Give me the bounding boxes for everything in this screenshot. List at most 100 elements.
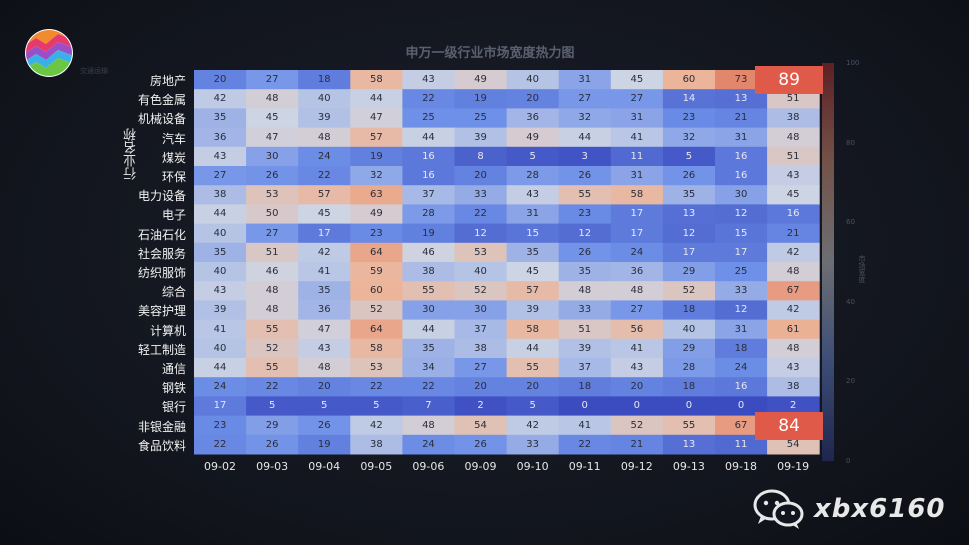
cell-value-label: 16: [734, 170, 748, 181]
cell-value-label: 57: [317, 189, 331, 201]
x-tick-label: 09-03: [256, 460, 289, 473]
cell-value-label: 20: [526, 381, 539, 393]
cell-value-label: 25: [422, 112, 435, 124]
colorbar-tick-label: 80: [846, 138, 855, 147]
cell-value-label: 34: [422, 362, 435, 373]
cell-value-label: 52: [682, 285, 696, 297]
cell-value-label: 53: [369, 362, 383, 373]
cell-value-label: 49: [474, 74, 487, 85]
cell-value-label: 17: [317, 227, 331, 239]
cell-value-label: 22: [369, 381, 383, 393]
cell-value-label: 5: [529, 400, 536, 412]
cell-value-label: 41: [578, 419, 592, 431]
cell-value-label: 52: [265, 342, 279, 354]
cell-value-label: 38: [474, 342, 487, 354]
cell-value-label: 44: [422, 131, 435, 143]
cell-value-label: 19: [474, 93, 487, 105]
cell-value-label: 43: [786, 170, 800, 181]
cell-value-label: 27: [265, 227, 279, 239]
y-tick-label: 汽车: [161, 131, 186, 146]
cell-value-label: 46: [265, 266, 279, 277]
cell-value-label: 0: [685, 400, 693, 412]
y-tick-label: 煤炭: [161, 150, 186, 165]
cell-value-label: 53: [474, 246, 487, 258]
cell-value-label: 55: [578, 189, 592, 201]
cell-value-label: 36: [213, 131, 227, 143]
cell-value-label: 53: [265, 189, 279, 201]
cell-value-label: 12: [578, 227, 592, 239]
cell-value-label: 31: [734, 131, 748, 143]
cell-value-label: 58: [526, 323, 539, 335]
cell-value-label: 41: [630, 131, 644, 143]
cell-value-label: 38: [213, 189, 227, 201]
cell-value-label: 33: [734, 285, 748, 297]
cell-value-label: 48: [265, 93, 279, 105]
cell-value-label: 45: [526, 266, 539, 277]
cell-value-label: 47: [317, 323, 331, 335]
cell-value-label: 17: [213, 400, 227, 412]
cell-value-label: 38: [786, 381, 800, 393]
cell-value-label: 19: [369, 150, 383, 162]
cell-value-label: 5: [321, 400, 328, 412]
y-tick-label: 钢铁: [161, 381, 186, 396]
y-tick-label: 纺织服饰: [137, 266, 186, 280]
cell-value-label: 27: [578, 93, 592, 105]
ghost-label: 交通运输: [80, 67, 108, 75]
cell-value-label: 27: [630, 93, 644, 105]
cell-value-label: 61: [786, 323, 800, 335]
cell-value-label: 35: [317, 285, 331, 297]
cell-value-label: 42: [786, 304, 800, 316]
cell-value-label: 44: [526, 342, 539, 354]
cell-value-label: 12: [682, 227, 696, 239]
cell-value-label: 45: [317, 208, 331, 220]
value-callout-badge: 89: [755, 66, 824, 94]
y-tick-label: 银行: [161, 400, 186, 415]
cell-value-label: 17: [630, 208, 644, 220]
cell-value-label: 38: [422, 266, 435, 277]
cell-value-label: 26: [265, 170, 279, 181]
cell-value-label: 16: [786, 208, 800, 220]
cell-value-label: 25: [734, 266, 748, 277]
cell-value-label: 31: [630, 112, 644, 124]
cell-value-label: 22: [213, 438, 227, 450]
cell-value-label: 51: [786, 93, 800, 105]
cell-value-label: 48: [786, 266, 800, 277]
cell-value-label: 51: [578, 323, 592, 335]
y-tick-label: 电力设备: [137, 189, 186, 204]
y-tick-label: 综合: [161, 285, 186, 300]
cell-value-label: 17: [734, 246, 748, 258]
cell-value-label: 55: [265, 362, 279, 373]
cell-value-label: 55: [682, 419, 696, 431]
brand-logo-icon: [25, 29, 73, 77]
cell-value-label: 12: [734, 304, 748, 316]
cell-value-label: 13: [682, 438, 696, 450]
cell-value-label: 28: [422, 208, 435, 220]
x-tick-label: 09-02: [204, 460, 236, 473]
cell-value-label: 55: [265, 323, 279, 335]
cell-value-label: 8: [477, 150, 484, 162]
y-tick-label: 石油石化: [137, 227, 186, 242]
cell-value-label: 24: [734, 362, 748, 373]
cell-value-label: 60: [369, 285, 383, 297]
cell-value-label: 16: [734, 150, 748, 162]
cell-value-label: 20: [317, 381, 331, 393]
cell-value-label: 23: [369, 227, 383, 239]
cell-value-label: 63: [369, 189, 383, 201]
cell-value-label: 16: [422, 170, 435, 181]
cell-value-label: 60: [682, 74, 696, 85]
cell-value-label: 35: [682, 189, 696, 201]
x-tick-label: 09-13: [672, 460, 705, 473]
value-callout-badge: 84: [755, 411, 824, 440]
cell-value-label: 18: [682, 304, 696, 316]
cell-value-label: 27: [630, 304, 644, 316]
cell-value-label: 58: [369, 74, 383, 85]
y-tick-label: 社会服务: [137, 246, 186, 261]
wechat-icon: [753, 489, 804, 529]
cell-value-label: 5: [685, 150, 693, 162]
cell-value-label: 36: [630, 266, 644, 277]
cell-value-label: 55: [422, 285, 435, 297]
cell-value-label: 42: [526, 419, 539, 431]
cell-value-label: 12: [474, 227, 487, 239]
cell-value-label: 67: [734, 419, 748, 431]
cell-value-label: 31: [578, 74, 592, 85]
